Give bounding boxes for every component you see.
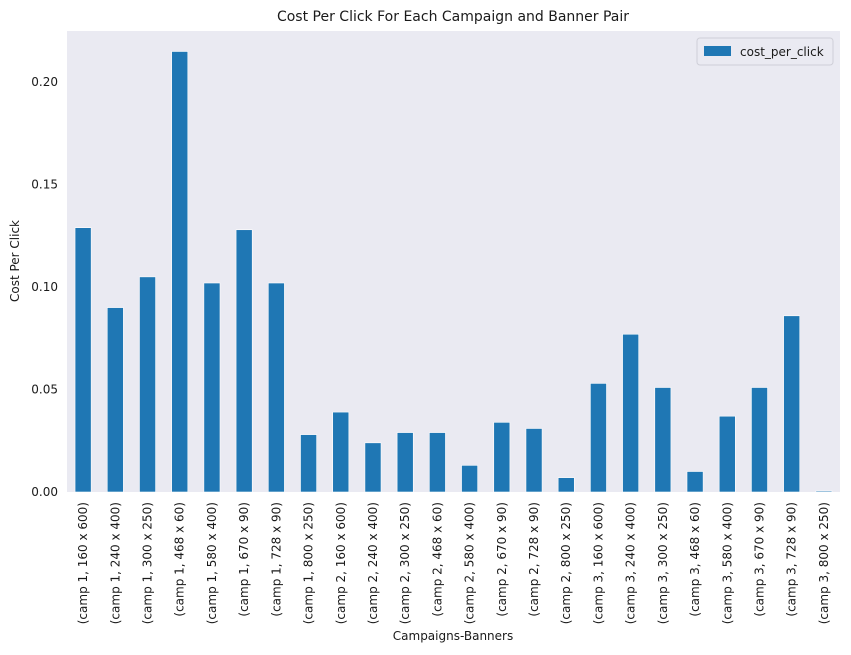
x-tick-label-15: (camp 2, 800 x 250) [559, 502, 573, 624]
x-tick-label-13: (camp 2, 670 x 90) [495, 502, 509, 617]
bar-3 [171, 51, 189, 493]
chart-title: Cost Per Click For Each Campaign and Ban… [277, 9, 629, 25]
bar-12 [461, 465, 478, 493]
x-tick-label-0: (camp 1, 160 x 600) [76, 502, 90, 624]
bar-1 [106, 307, 124, 493]
x-tick-label-8: (camp 2, 160 x 600) [334, 502, 348, 624]
bar-4 [203, 282, 221, 493]
bar-8 [332, 411, 350, 493]
y-axis-label: Cost Per Click [8, 220, 22, 302]
legend-box [696, 37, 834, 66]
bar-18 [654, 387, 672, 493]
bar-9 [364, 442, 382, 493]
x-tick-label-9: (camp 2, 240 x 400) [366, 502, 380, 624]
x-axis: (camp 1, 160 x 600) (camp 1, 240 x 400) (c… [76, 502, 831, 624]
x-tick-label-3: (camp 1, 468 x 60) [173, 502, 187, 617]
x-tick-label-16: (camp 3, 160 x 600) [591, 502, 605, 624]
x-tick-label-12: (camp 2, 580 x 400) [463, 502, 477, 624]
x-tick-label-4: (camp 1, 580 x 400) [205, 502, 219, 624]
x-tick-label-21: (camp 3, 670 x 90) [752, 502, 766, 617]
legend-swatch [704, 46, 731, 56]
bar-21 [751, 387, 768, 493]
bar-15 [557, 477, 575, 493]
x-tick-label-17: (camp 3, 240 x 400) [624, 502, 638, 624]
x-tick-label-1: (camp 1, 240 x 400) [108, 502, 122, 624]
bar-7 [300, 434, 317, 493]
x-tick-label-5: (camp 1, 670 x 90) [237, 502, 251, 617]
plot-area [67, 31, 840, 492]
bar-14 [525, 428, 543, 493]
bar-6 [268, 282, 285, 493]
bars-group [74, 51, 833, 493]
y-tick-label-2: 0.10 [31, 280, 58, 294]
bar-17 [622, 333, 639, 493]
bar-11 [429, 432, 446, 493]
legend-entry-cost-per-click: cost_per_click [740, 45, 824, 59]
bar-19 [686, 471, 704, 493]
y-tick-label-0: 0.00 [31, 485, 58, 499]
bar-20 [718, 415, 736, 493]
x-tick-label-20: (camp 3, 580 x 400) [720, 502, 734, 624]
x-tick-label-2: (camp 1, 300 x 250) [141, 502, 155, 624]
x-tick-label-14: (camp 2, 728 x 90) [527, 502, 541, 617]
x-tick-label-19: (camp 3, 468 x 60) [688, 502, 702, 617]
legend: cost_per_click [696, 37, 834, 66]
bar-22 [783, 315, 801, 493]
bar-23 [815, 490, 833, 493]
bar-13 [493, 422, 511, 493]
bar-16 [590, 383, 607, 493]
x-tick-label-18: (camp 3, 300 x 250) [656, 502, 670, 624]
y-tick-label-1: 0.05 [31, 383, 58, 397]
x-tick-label-10: (camp 2, 300 x 250) [398, 502, 412, 624]
y-axis: 0.00 0.05 0.10 0.15 0.20 [31, 75, 58, 499]
x-tick-label-7: (camp 1, 800 x 250) [302, 502, 316, 624]
x-tick-label-6: (camp 1, 728 x 90) [269, 502, 283, 617]
x-tick-label-23: (camp 3, 800 x 250) [817, 502, 831, 624]
bar-0 [74, 227, 92, 493]
y-tick-label-3: 0.15 [31, 178, 58, 192]
x-tick-label-11: (camp 2, 468 x 60) [430, 502, 444, 617]
x-axis-label: Campaigns-Banners [393, 629, 513, 643]
bar-10 [396, 432, 414, 493]
y-tick-label-4: 0.20 [31, 75, 58, 89]
x-tick-label-22: (camp 3, 728 x 90) [785, 502, 799, 617]
bar-5 [235, 229, 253, 493]
bar-2 [139, 276, 156, 493]
